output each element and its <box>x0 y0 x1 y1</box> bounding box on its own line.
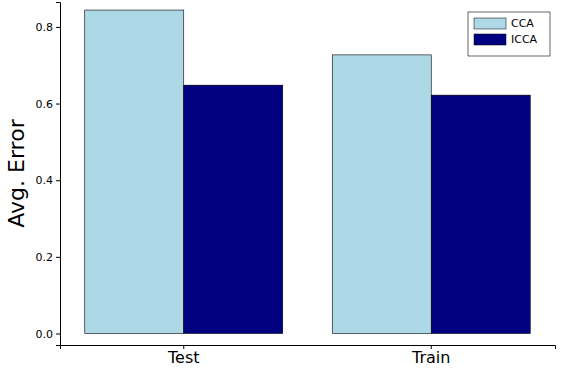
y-axis-title: Avg. Error <box>4 118 29 227</box>
tick: 0.6 <box>36 98 61 111</box>
y-axis: 0.0 0.2 0.4 0.6 0.8 <box>36 3 61 346</box>
tick: 0.4 <box>36 174 61 187</box>
plot: 0.0 0.2 0.4 0.6 0.8 Test Train <box>36 3 556 368</box>
tick: Test <box>167 345 200 367</box>
axis-line <box>56 3 61 346</box>
tick-label: 0.0 <box>36 328 54 341</box>
tick: 0.8 <box>36 21 61 34</box>
tick-label: 0.8 <box>36 21 54 34</box>
tick-mark <box>56 257 60 258</box>
tick-label: Train <box>411 348 450 367</box>
tick-mark <box>56 104 60 105</box>
bar <box>431 95 530 333</box>
tick-mark <box>56 180 60 181</box>
tick-mark <box>56 27 60 28</box>
bars <box>85 10 531 333</box>
legend-label: CCA <box>511 17 534 30</box>
tick: 0.2 <box>36 251 61 264</box>
tick-label: Test <box>167 348 200 367</box>
bar <box>332 55 431 334</box>
legend-item: ICCA <box>474 33 538 46</box>
legend-box <box>468 12 550 56</box>
tick-label: 0.4 <box>36 174 54 187</box>
tick-label: 0.2 <box>36 251 54 264</box>
axis-line <box>61 346 556 350</box>
x-axis: Test Train <box>61 345 556 367</box>
tick-label: 0.6 <box>36 98 54 111</box>
legend-swatch <box>474 34 506 45</box>
legend-label: ICCA <box>511 33 538 46</box>
bar <box>184 85 283 333</box>
bar <box>85 10 184 333</box>
tick: Train <box>411 345 450 367</box>
chart: 0.0 0.2 0.4 0.6 0.8 Test Train Avg. Error CCA ICC… <box>0 0 570 368</box>
tick-mark <box>56 334 60 335</box>
legend: CCA ICCA <box>468 12 550 56</box>
tick: 0.0 <box>36 328 61 341</box>
legend-item: CCA <box>474 17 534 30</box>
legend-swatch <box>474 18 506 29</box>
